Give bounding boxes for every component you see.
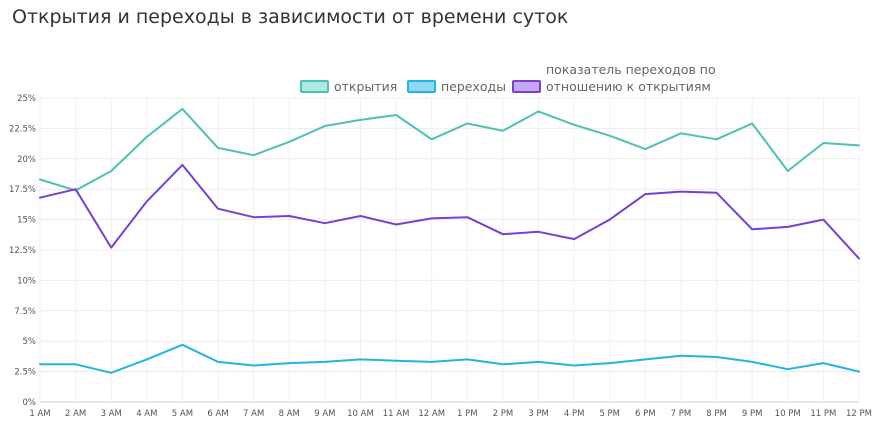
legend-label: показатель переходов по — [546, 62, 716, 77]
x-tick-label: 10 PM — [775, 409, 801, 419]
y-tick-label: 0% — [23, 398, 37, 408]
y-tick-label: 5% — [23, 337, 37, 347]
x-tick-label: 8 PM — [706, 409, 727, 419]
series-line-1 — [39, 107, 860, 192]
legend-swatch — [512, 80, 541, 93]
x-tick-label: 2 PM — [493, 409, 514, 419]
y-tick-label: 10% — [17, 276, 36, 286]
x-tick-label: 6 AM — [207, 409, 228, 419]
x-tick-label: 2 AM — [65, 409, 86, 419]
legend-label: отношению к открытиям — [546, 79, 711, 94]
x-tick-label: 1 PM — [457, 409, 478, 419]
x-tick-label: 11 AM — [383, 409, 410, 419]
series-line-2 — [39, 343, 860, 374]
x-tick-label: 12 AM — [418, 409, 445, 419]
y-tick-label: 17.5% — [9, 185, 36, 195]
y-tick-label: 12.5% — [9, 246, 36, 256]
y-tick-label: 2.5% — [14, 368, 36, 378]
x-tick-label: 9 AM — [314, 409, 335, 419]
legend-label: открытия — [334, 79, 397, 94]
x-tick-label: 6 PM — [635, 409, 656, 419]
grid — [39, 97, 860, 403]
x-tick-label: 3 PM — [528, 409, 549, 419]
y-axis-ticks: 0% 2.5% 5% 7.5% 10% 12.5% 15% 17.5% 20% 22.5% 25% — [9, 94, 36, 408]
y-tick-label: 7.5% — [14, 307, 36, 317]
y-tick-label: 22.5% — [9, 124, 36, 134]
x-tick-label: 11 PM — [810, 409, 836, 419]
x-tick-label: 7 AM — [243, 409, 264, 419]
y-tick-label: 15% — [17, 216, 36, 226]
legend-swatch — [407, 80, 436, 93]
x-axis-ticks: 1 AM 2 AM 3 AM 4 AM 5 AM 6 AM 7 AM 8 AM 9 AM 10 A… — [29, 409, 872, 419]
x-tick-label: 8 AM — [279, 409, 300, 419]
chart-title: Открытия и переходы в зависимости от вре… — [12, 6, 569, 28]
legend-label: переходы — [441, 79, 506, 94]
y-tick-label: 20% — [17, 155, 36, 165]
series-lines — [39, 107, 860, 374]
series-line-3 — [39, 163, 860, 260]
x-tick-label: 5 PM — [599, 409, 620, 419]
x-tick-label: 4 PM — [564, 409, 585, 419]
x-tick-label: 1 AM — [29, 409, 50, 419]
legend: открытия переходы показатель переходов по о… — [300, 62, 716, 94]
y-tick-label: 25% — [17, 94, 36, 104]
x-tick-label: 7 PM — [671, 409, 692, 419]
x-tick-label: 9 PM — [742, 409, 763, 419]
x-tick-label: 12 PM — [846, 409, 872, 419]
x-tick-label: 3 AM — [101, 409, 122, 419]
legend-swatch — [300, 80, 329, 93]
x-tick-label: 4 AM — [136, 409, 157, 419]
x-tick-label: 10 AM — [347, 409, 374, 419]
x-tick-label: 5 AM — [172, 409, 193, 419]
